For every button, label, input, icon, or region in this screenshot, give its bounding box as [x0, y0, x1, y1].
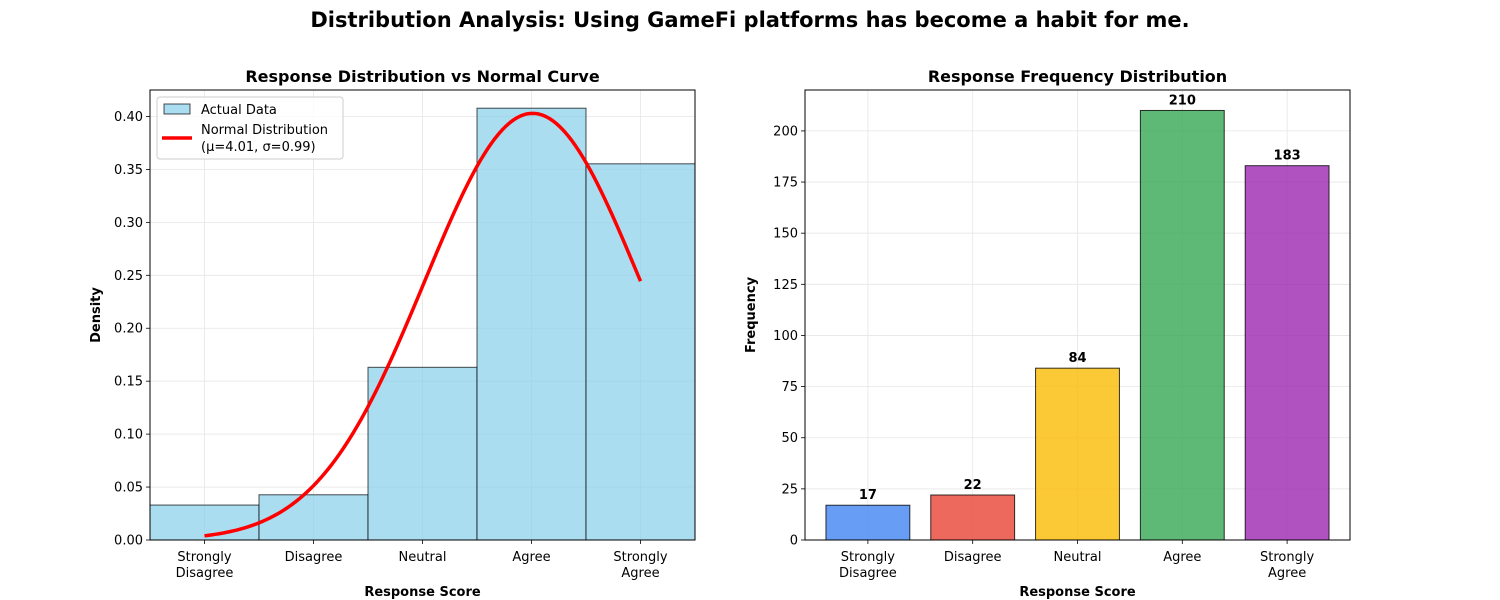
legend: Actual Data Normal Distribution (μ=4.01, σ…	[156, 96, 344, 160]
x-tick-label: Agree	[1163, 550, 1201, 565]
y-axis-label: Density	[89, 287, 104, 343]
x-tick-label-line: Neutral	[399, 550, 447, 565]
y-axis-label: Frequency	[744, 276, 759, 353]
x-tick-label: Disagree	[944, 550, 1002, 565]
frequency-bar	[1139, 109, 1225, 541]
frequency-bar	[1244, 165, 1330, 541]
chart-title: Response Frequency Distribution	[928, 67, 1227, 86]
y-tick-label: 175	[773, 176, 798, 191]
bar-value-label: 183	[1274, 149, 1301, 164]
x-tick-label-line: Neutral	[1054, 550, 1102, 565]
y-tick-label: 0	[790, 534, 798, 549]
y-tick-label: 0.30	[114, 216, 143, 231]
normal-curve-line	[204, 111, 643, 538]
bar-value-label: 84	[1068, 351, 1086, 366]
x-tick-label: Neutral	[399, 550, 447, 565]
chart-title: Response Distribution vs Normal Curve	[245, 67, 599, 86]
x-tick-label-line: Agree	[621, 566, 659, 581]
y-tick-label: 50	[781, 431, 798, 446]
bar-value-label: 17	[859, 488, 877, 503]
x-tick-label-line: Disagree	[839, 566, 897, 581]
bar-value-label: 210	[1169, 93, 1196, 108]
legend-swatch-histogram	[163, 103, 191, 115]
x-tick-label: Strongly Disagree	[839, 550, 897, 581]
x-axis-label: Response Score	[1019, 585, 1136, 600]
histogram-bar	[585, 163, 696, 541]
legend-label-curve: Normal Distribution	[201, 123, 328, 138]
x-tick-label-line: Strongly	[1260, 550, 1314, 565]
y-tick-label: 0.20	[114, 322, 143, 337]
legend-box	[156, 96, 344, 160]
x-tick-label-line: Agree	[1268, 566, 1306, 581]
y-tick-label: 0.10	[114, 428, 143, 443]
x-tick-label-line: Agree	[512, 550, 550, 565]
y-tick-label: 0.05	[114, 481, 143, 496]
y-tick-label: 150	[773, 227, 798, 242]
histogram-bar	[476, 107, 587, 541]
y-tick-label: 100	[773, 329, 798, 344]
y-tick-label: 25	[781, 482, 798, 497]
legend-label-curve-params: (μ=4.01, σ=0.99)	[201, 140, 316, 155]
y-tick-label: 0.40	[114, 110, 143, 125]
y-tick-label: 0.00	[114, 534, 143, 549]
x-tick-label: Strongly Agree	[1260, 550, 1314, 581]
histogram-bar	[258, 494, 369, 541]
y-tick-label: 0.35	[114, 163, 143, 178]
x-tick-label-line: Strongly	[841, 550, 895, 565]
y-tick-label: 125	[773, 278, 798, 293]
x-tick-label-line: Strongly	[177, 550, 231, 565]
x-tick-label: Strongly Disagree	[176, 550, 234, 581]
y-tick-label: 200	[773, 124, 798, 139]
y-tick-label: 75	[781, 380, 798, 395]
bar-value-label: 22	[964, 478, 982, 493]
frequency-bar	[825, 504, 911, 541]
histogram-bar	[367, 366, 478, 541]
x-axis-label: Response Score	[364, 585, 481, 600]
x-tick-label: Disagree	[285, 550, 343, 565]
x-tick-label: Strongly Agree	[613, 550, 667, 581]
frequency-bar	[1035, 367, 1120, 541]
histogram-chart: 0.00 0.05 0.10 0.15 0.20 0.25 0.30 0.35 0.40 Stro…	[89, 67, 696, 600]
x-tick-label-line: Agree	[1163, 550, 1201, 565]
frequency-bar	[930, 494, 1016, 541]
x-tick-label-line: Disagree	[944, 550, 1002, 565]
x-tick-label-line: Strongly	[613, 550, 667, 565]
x-tick-label: Agree	[512, 550, 550, 565]
x-tick-label: Neutral	[1054, 550, 1102, 565]
frequency-bar-chart: 17 22 84 210 183 0 25 50 75 100 125 150 175 200 Strong…	[744, 67, 1351, 600]
x-tick-label-line: Disagree	[176, 566, 234, 581]
y-tick-label: 0.15	[114, 375, 143, 390]
x-tick-label-line: Disagree	[285, 550, 343, 565]
y-tick-label: 0.25	[114, 269, 143, 284]
figure-title: Distribution Analysis: Using GameFi plat…	[310, 8, 1190, 32]
legend-label-histogram: Actual Data	[201, 103, 277, 118]
